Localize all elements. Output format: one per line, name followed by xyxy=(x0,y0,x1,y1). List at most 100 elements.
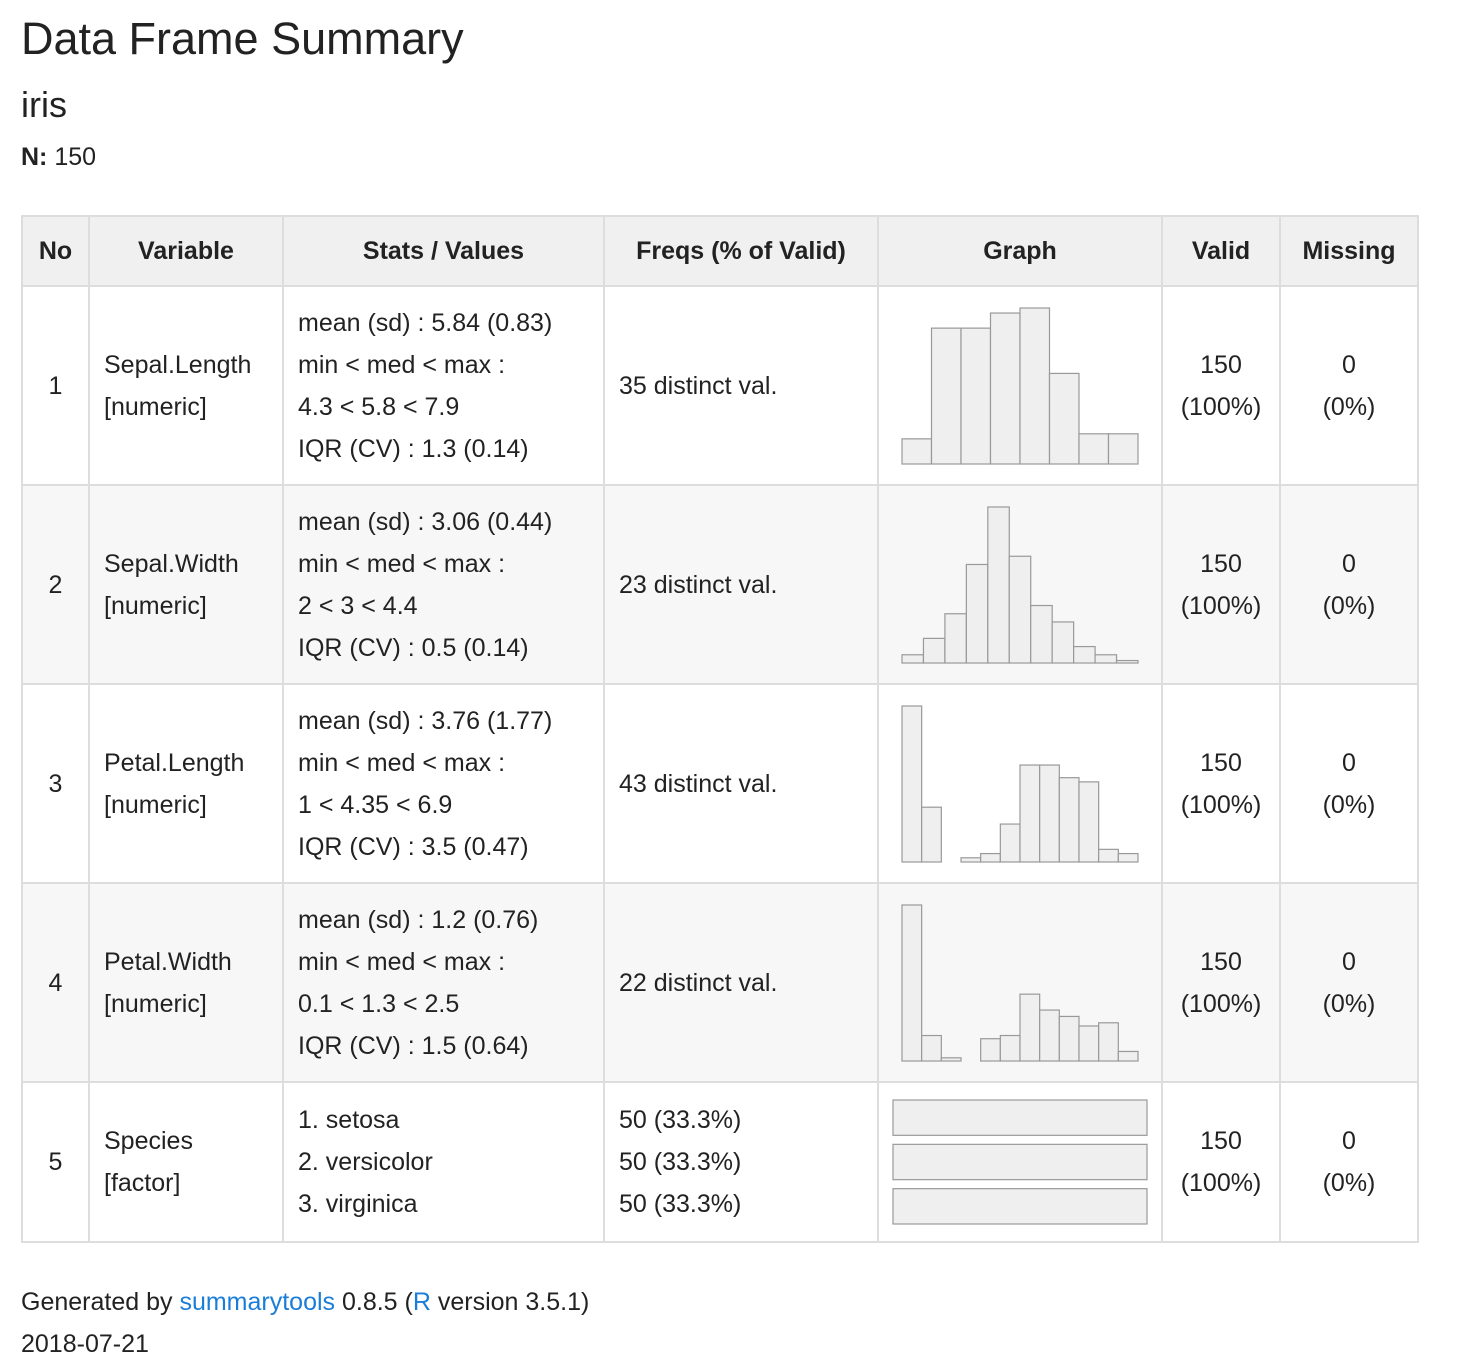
graph-cell xyxy=(877,1081,1163,1243)
freqs-cell: 22 distinct val. xyxy=(603,882,879,1083)
variable-cell: Sepal.Width [numeric] xyxy=(88,484,284,685)
histogram-bar xyxy=(1039,1008,1060,1062)
stats-cell: mean (sd) : 3.76 (1.77) min < med < max … xyxy=(282,683,605,884)
valid-cell: 150 (100%) xyxy=(1161,1081,1281,1243)
freq-line: 23 distinct val. xyxy=(619,570,778,599)
histogram-bar xyxy=(1107,432,1139,465)
bar-versicolor xyxy=(892,1143,1148,1181)
variable-name: Sepal.Width xyxy=(104,549,239,578)
histogram-bar xyxy=(1019,993,1041,1062)
header-stats: Stats / Values xyxy=(282,215,605,287)
variable-type: [factor] xyxy=(104,1169,181,1197)
freq-line: 43 distinct val. xyxy=(619,769,778,798)
stat-line: min < med < max : xyxy=(298,748,506,777)
histogram-bar xyxy=(1051,620,1075,664)
valid-count: 150 xyxy=(1200,947,1242,976)
histogram-bar xyxy=(1030,604,1053,664)
table-row: 5 Species [factor] 1. setosa 2. versicol… xyxy=(21,1081,1419,1243)
n-label: N: xyxy=(21,143,48,171)
table-row: 3 Petal.Length [numeric] mean (sd) : 3.7… xyxy=(21,683,1419,884)
histogram-bar xyxy=(930,327,962,465)
histogram-bar xyxy=(1115,659,1139,664)
version-text: 0.8.5 ( xyxy=(335,1288,413,1316)
stat-line: mean (sd) : 3.76 (1.77) xyxy=(298,706,553,735)
missing-percent: (0%) xyxy=(1322,591,1376,620)
histogram-bar xyxy=(921,1034,942,1062)
histogram-bar xyxy=(1078,1024,1100,1062)
bar-virginica xyxy=(892,1188,1148,1225)
valid-count: 150 xyxy=(1200,350,1242,379)
generated-by-text: Generated by xyxy=(21,1288,180,1316)
histogram-chart xyxy=(901,505,1139,664)
histogram-bar xyxy=(989,311,1021,465)
stat-line: IQR (CV) : 3.5 (0.47) xyxy=(298,832,529,861)
histogram-bar xyxy=(980,852,1001,863)
histogram-bar xyxy=(1058,776,1080,863)
histogram-bar xyxy=(960,856,982,863)
histogram-bar xyxy=(944,612,967,664)
histogram-bar xyxy=(901,437,933,465)
histogram-bar xyxy=(999,822,1021,863)
histogram-bar xyxy=(921,806,942,863)
freq-line: 50 (33.3%) xyxy=(619,1190,742,1218)
stat-line: min < med < max : xyxy=(298,350,506,379)
missing-count: 0 xyxy=(1342,350,1356,379)
variable-type: [numeric] xyxy=(104,591,207,620)
histogram-bar xyxy=(1098,848,1119,863)
histogram-bar xyxy=(901,903,923,1062)
missing-cell: 0 (0%) xyxy=(1279,484,1419,685)
row-number: 3 xyxy=(21,683,90,884)
generated-date: 2018-07-21 xyxy=(21,1330,149,1358)
histogram-bar xyxy=(987,505,1010,664)
graph-cell xyxy=(877,683,1163,884)
table-row: 4 Petal.Width [numeric] mean (sd) : 1.2 … xyxy=(21,882,1419,1083)
missing-percent: (0%) xyxy=(1322,1169,1376,1197)
histogram-bar xyxy=(901,704,923,863)
graph-cell xyxy=(877,285,1163,486)
histogram-bar xyxy=(1019,763,1041,863)
variable-cell: Sepal.Length [numeric] xyxy=(88,285,284,486)
valid-count: 150 xyxy=(1200,1127,1242,1155)
histogram-bar xyxy=(1117,1050,1139,1062)
missing-count: 0 xyxy=(1342,748,1356,777)
footer: Generated by summarytools 0.8.5 (R versi… xyxy=(21,1281,589,1365)
histogram-bar xyxy=(1058,1015,1080,1062)
summarytools-link[interactable]: summarytools xyxy=(179,1288,336,1316)
valid-cell: 150 (100%) xyxy=(1161,484,1281,685)
histogram-bar xyxy=(1094,653,1118,664)
histogram-bar xyxy=(1019,306,1051,465)
variable-name: Petal.Length xyxy=(104,748,245,777)
histogram-bar xyxy=(980,1037,1001,1062)
row-number: 2 xyxy=(21,484,90,685)
valid-percent: (100%) xyxy=(1180,392,1262,421)
stat-line: 1 < 4.35 < 6.9 xyxy=(298,790,453,819)
valid-percent: (100%) xyxy=(1180,1169,1262,1197)
stat-line: 2. versicolor xyxy=(298,1148,433,1176)
histogram-bar xyxy=(1048,372,1080,465)
missing-cell: 0 (0%) xyxy=(1279,285,1419,486)
missing-cell: 0 (0%) xyxy=(1279,882,1419,1083)
histogram-bar xyxy=(1008,555,1032,664)
header-graph: Graph xyxy=(877,215,1163,287)
stat-line: IQR (CV) : 1.3 (0.14) xyxy=(298,434,529,463)
header-no: No xyxy=(21,215,90,287)
stat-line: IQR (CV) : 0.5 (0.14) xyxy=(298,633,529,662)
stat-line: 0.1 < 1.3 < 2.5 xyxy=(298,989,460,1018)
stat-line: min < med < max : xyxy=(298,947,506,976)
freq-line: 35 distinct val. xyxy=(619,371,778,400)
histogram-bar xyxy=(940,1056,962,1062)
r-link[interactable]: R xyxy=(412,1288,431,1316)
header-missing: Missing xyxy=(1279,215,1419,287)
generated-by-line: Generated by summarytools 0.8.5 (R versi… xyxy=(21,1281,589,1323)
valid-count: 150 xyxy=(1200,748,1242,777)
histogram-bar xyxy=(1039,763,1060,863)
stat-line: 2 < 3 < 4.4 xyxy=(298,591,418,620)
histogram-chart xyxy=(901,704,1139,863)
histogram-bar xyxy=(1073,645,1096,664)
page-title: Data Frame Summary xyxy=(21,13,464,64)
valid-percent: (100%) xyxy=(1180,989,1262,1018)
stats-cell: 1. setosa 2. versicolor 3. virginica xyxy=(282,1081,605,1243)
missing-cell: 0 (0%) xyxy=(1279,683,1419,884)
valid-cell: 150 (100%) xyxy=(1161,683,1281,884)
row-number: 5 xyxy=(21,1081,90,1243)
